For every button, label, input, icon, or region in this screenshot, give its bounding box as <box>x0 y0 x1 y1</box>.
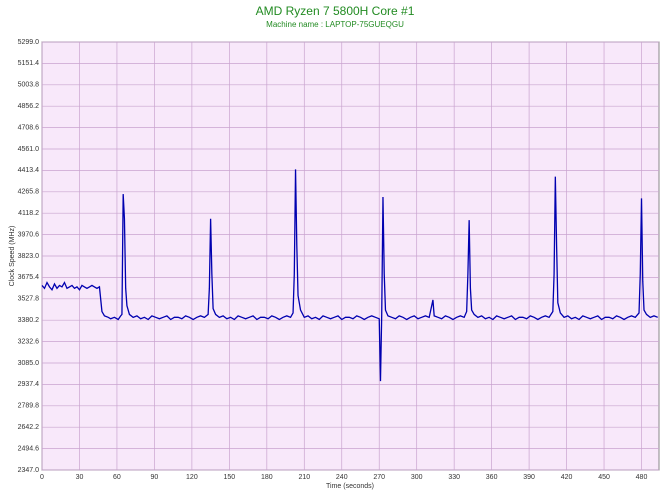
x-tick-label: 0 <box>40 474 44 481</box>
y-tick-label: 4856.2 <box>18 103 40 110</box>
y-tick-label: 2937.4 <box>18 381 40 388</box>
x-axis-label: Time (seconds) <box>326 483 374 490</box>
x-tick-label: 30 <box>76 474 84 481</box>
chart-title: AMD Ryzen 7 5800H Core #1 <box>256 4 415 18</box>
x-tick-label: 150 <box>224 474 236 481</box>
y-tick-label: 3675.4 <box>18 274 40 281</box>
y-axis-label: Clock Speed (MHz) <box>9 226 16 287</box>
x-tick-label: 330 <box>448 474 460 481</box>
chart-subtitle: Machine name : LAPTOP-75GUEQGU <box>266 20 404 29</box>
x-tick-label: 420 <box>561 474 573 481</box>
y-tick-label: 3232.6 <box>18 338 40 345</box>
y-tick-label: 3380.2 <box>18 317 40 324</box>
x-tick-label: 360 <box>486 474 498 481</box>
data-line <box>41 169 658 382</box>
y-tick-label: 5299.0 <box>18 39 40 46</box>
x-tick-label: 450 <box>598 474 610 481</box>
y-tick-label: 3823.0 <box>18 253 40 260</box>
x-tick-label: 210 <box>298 474 310 481</box>
y-tick-label: 2789.8 <box>18 403 40 410</box>
x-tick-label: 180 <box>261 474 273 481</box>
y-tick-label: 2347.0 <box>18 467 40 474</box>
y-tick-label: 4561.0 <box>18 146 40 153</box>
y-tick-label: 2494.6 <box>18 445 40 452</box>
y-tick-label: 4413.4 <box>18 167 40 174</box>
y-tick-label: 2642.2 <box>18 424 40 431</box>
x-tick-label: 390 <box>523 474 535 481</box>
y-tick-label: 4265.8 <box>18 189 40 196</box>
y-tick-label: 3527.8 <box>18 296 40 303</box>
x-tick-label: 90 <box>151 474 159 481</box>
y-tick-label: 5151.4 <box>18 60 40 67</box>
y-tick-label: 5003.8 <box>18 82 40 89</box>
x-tick-label: 240 <box>336 474 348 481</box>
y-tick-label: 4708.6 <box>18 124 40 131</box>
x-tick-label: 270 <box>373 474 385 481</box>
y-tick-label: 3085.0 <box>18 360 40 367</box>
y-tick-label: 3970.6 <box>18 231 40 238</box>
x-tick-label: 480 <box>636 474 648 481</box>
x-tick-label: 300 <box>411 474 423 481</box>
y-tick-label: 4118.2 <box>18 210 39 217</box>
x-tick-label: 60 <box>113 474 121 481</box>
x-tick-label: 120 <box>186 474 198 481</box>
